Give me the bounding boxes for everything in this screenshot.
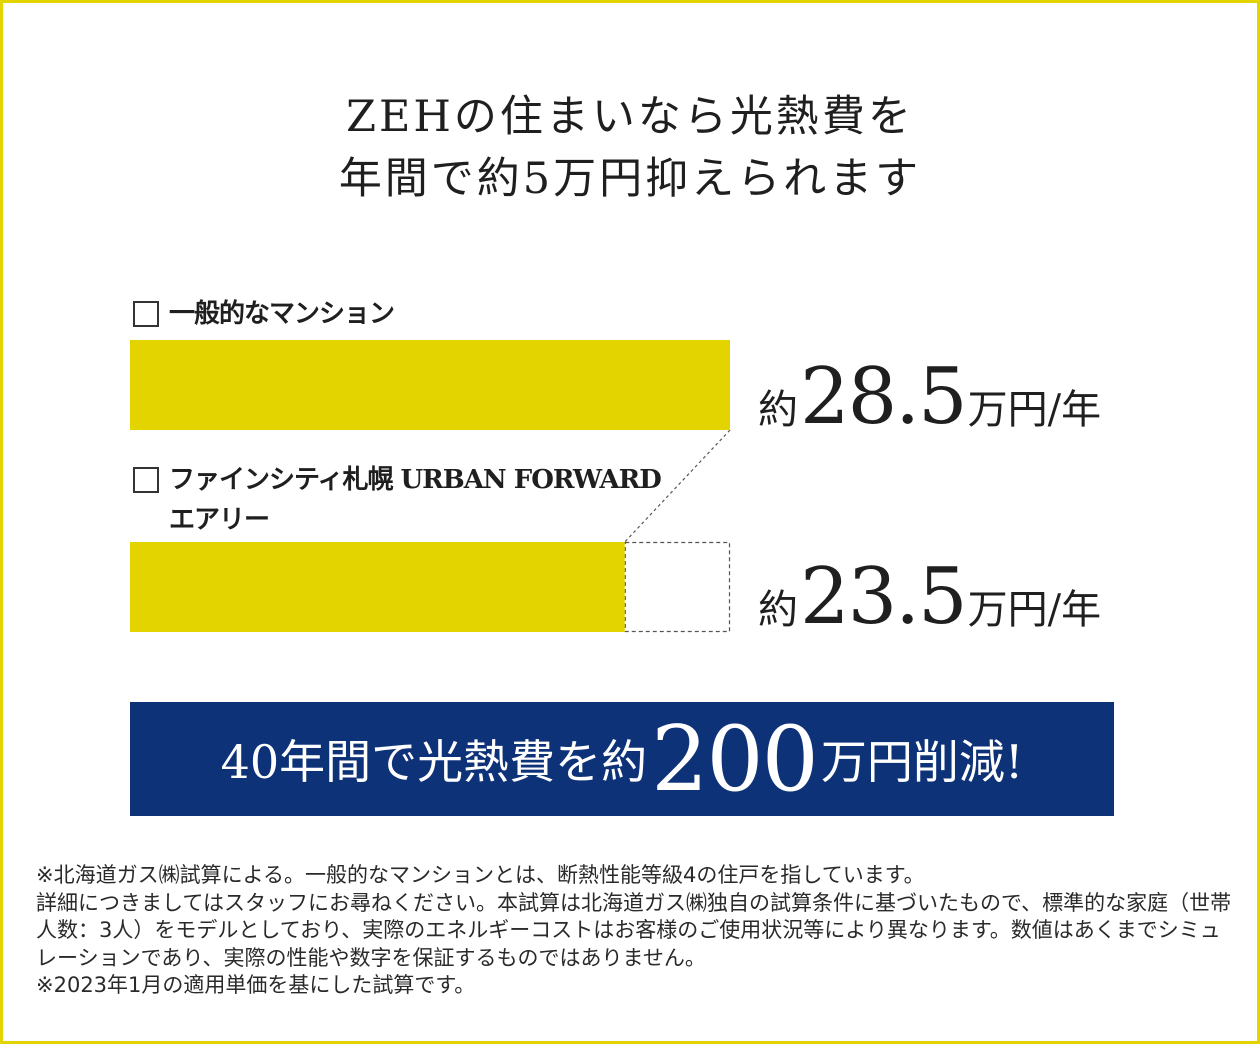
value-unit: 万円/年 xyxy=(967,387,1102,433)
legend-label-fine-city: ファインシティ札幌 URBAN FORWARD エアリー xyxy=(169,465,662,535)
footnotes: ※北海道ガス㈱試算による。一般的なマンションとは、断熱性能等級4の住戸を指してい… xyxy=(36,862,1236,1000)
value-number: 28.5 xyxy=(800,352,968,442)
value-label-general: 約 28.5 万円/年 xyxy=(758,352,1101,442)
banner-text-pre: 40年間で光熱費を約 xyxy=(220,735,648,789)
difference-outline xyxy=(624,541,731,633)
footnote-1: ※北海道ガス㈱試算による。一般的なマンションとは、断熱性能等級4の住戸を指してい… xyxy=(36,863,925,887)
banner-text-post: 万円削減! xyxy=(820,735,1024,789)
legend-checkbox-icon xyxy=(133,301,159,327)
difference-connector xyxy=(624,429,731,543)
banner-number: 200 xyxy=(651,706,819,812)
value-prefix: 約 xyxy=(758,587,798,633)
legend-checkbox-icon xyxy=(133,467,159,493)
value-number: 23.5 xyxy=(800,552,968,642)
legend-fine-city: ファインシティ札幌 URBAN FORWARD エアリー xyxy=(133,460,662,540)
title-line-2: 年間で約5万円抑えられます xyxy=(338,154,922,204)
legend-label-general: 一般的なマンション xyxy=(169,299,395,329)
savings-banner: 40年間で光熱費を約 200 万円削減! xyxy=(130,702,1114,816)
title-line-1: ZEHの住まいなら光熱費を xyxy=(346,92,914,142)
bar-chart xyxy=(130,340,731,633)
bar-fine-city xyxy=(130,542,625,632)
value-unit: 万円/年 xyxy=(967,587,1102,633)
legend-general-mansion: 一般的なマンション xyxy=(133,294,395,334)
footnote-2: 詳細につきましてはスタッフにお尋ねください。本試算は北海道ガス㈱独自の試算条件に… xyxy=(36,890,1232,970)
value-prefix: 約 xyxy=(758,387,798,433)
value-label-fine-city: 約 23.5 万円/年 xyxy=(758,552,1101,642)
bar-general-mansion xyxy=(130,340,730,430)
page-title: ZEHの住まいなら光熱費を 年間で約5万円抑えられます xyxy=(0,86,1260,210)
footnote-3: ※2023年1月の適用単価を基にした試算です。 xyxy=(36,973,476,997)
